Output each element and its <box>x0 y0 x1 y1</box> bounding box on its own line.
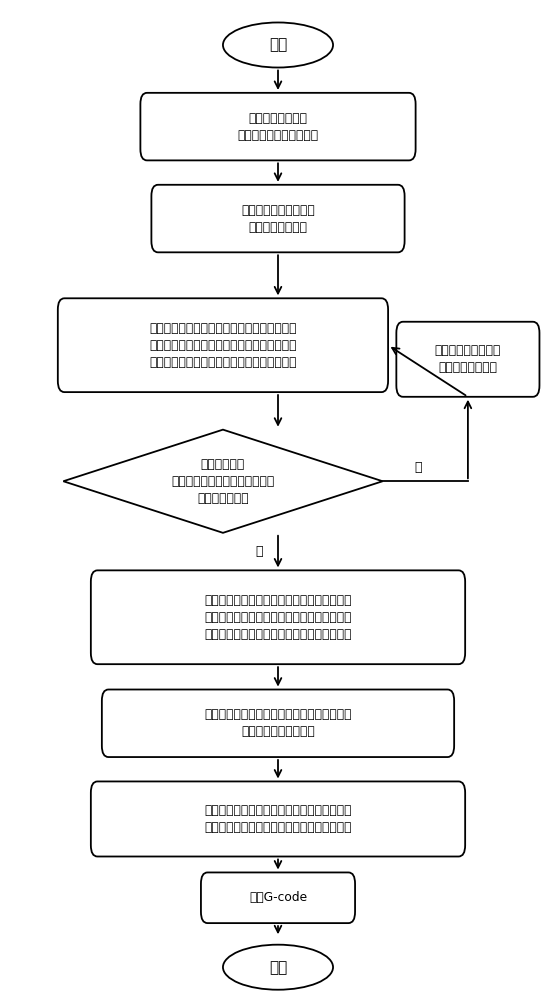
FancyBboxPatch shape <box>140 93 416 160</box>
Ellipse shape <box>223 22 333 68</box>
Text: 根据优化结构几何特征
划分有限个子区域: 根据优化结构几何特征 划分有限个子区域 <box>241 204 315 234</box>
FancyBboxPatch shape <box>396 322 539 397</box>
Text: 是: 是 <box>255 545 262 558</box>
Text: 根据各区间的纤维轨迹方向和打印间距约束，
对子区域进行材料铺放: 根据各区间的纤维轨迹方向和打印间距约束， 对子区域进行材料铺放 <box>204 708 352 738</box>
Text: 结束: 结束 <box>269 960 287 975</box>
Text: 根据哈密顿路径的连接关系连接各子区域，并
在连接区域内设置最小打印半径作为制造约束: 根据哈密顿路径的连接关系连接各子区域，并 在连接区域内设置最小打印半径作为制造约… <box>204 804 352 834</box>
FancyBboxPatch shape <box>151 185 405 252</box>
FancyBboxPatch shape <box>58 298 388 392</box>
Text: 输出G-code: 输出G-code <box>249 891 307 904</box>
Ellipse shape <box>223 945 333 990</box>
FancyBboxPatch shape <box>201 872 355 923</box>
FancyBboxPatch shape <box>91 781 465 856</box>
Text: 根据子区域几何特征将其分割为有限个区间，
在各区间内根据所包含并行优化结果的单元纤
维角度和材料密度构建该区间的纤维轨迹方向: 根据子区域几何特征将其分割为有限个区间， 在各区间内根据所包含并行优化结果的单元… <box>204 594 352 641</box>
FancyBboxPatch shape <box>91 570 465 664</box>
Text: 开始: 开始 <box>269 37 287 52</box>
Text: 否: 否 <box>415 461 422 474</box>
Polygon shape <box>63 430 383 533</box>
Text: 连通图中是否
存在至少一条哈密顿路径可作为
路径规划的依据: 连通图中是否 存在至少一条哈密顿路径可作为 路径规划的依据 <box>171 458 275 505</box>
FancyBboxPatch shape <box>102 690 454 757</box>
Text: 采用拓扑学思想将各子区域抽象成点，并根据
子区域所属优化结构的位置关系将点与点之间
相连接，建立含有优化结构特征信息的连通图: 采用拓扑学思想将各子区域抽象成点，并根据 子区域所属优化结构的位置关系将点与点之… <box>149 322 297 369</box>
Text: 复合材料结构设计
纤维取向与结构并行优化: 复合材料结构设计 纤维取向与结构并行优化 <box>237 112 319 142</box>
Text: 增加连通图中的点，
即增添新的子区域: 增加连通图中的点， 即增添新的子区域 <box>435 344 501 374</box>
